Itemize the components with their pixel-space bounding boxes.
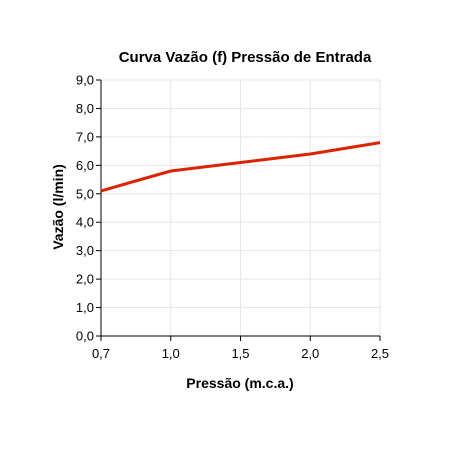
x-tick-label: 2,5	[371, 346, 389, 361]
x-tick-label: 1,5	[231, 346, 249, 361]
series-line	[100, 141, 381, 193]
tick-labels: 0,0 1,0 2,0 3,0 4,0 5,0 6,0 7,0 8,0 9,0 0,7 1,0 1,5 2…	[76, 73, 389, 362]
series-layer	[100, 141, 381, 193]
x-axis-label: Pressão (m.c.a.)	[186, 375, 293, 391]
x-tick-label: 1,0	[162, 346, 180, 361]
y-tick-label: 0,0	[76, 329, 94, 344]
y-tick-label: 8,0	[76, 101, 94, 116]
y-tick-label: 1,0	[76, 300, 94, 315]
y-tick-label: 6,0	[76, 158, 94, 173]
x-tick-label: 2,0	[301, 346, 319, 361]
chart-title: Curva Vazão (f) Pressão de Entrada	[119, 49, 372, 66]
y-tick-label: 5,0	[76, 186, 94, 201]
y-tick-label: 4,0	[76, 215, 94, 230]
axes	[96, 79, 381, 341]
y-tick-label: 9,0	[76, 73, 94, 88]
grid	[101, 79, 381, 336]
y-tick-label: 2,0	[76, 272, 94, 287]
y-tick-label: 3,0	[76, 243, 94, 258]
y-tick-label: 7,0	[76, 129, 94, 144]
y-axis-label: Vazão (l/min)	[50, 164, 66, 250]
x-tick-label: 0,7	[92, 346, 110, 361]
